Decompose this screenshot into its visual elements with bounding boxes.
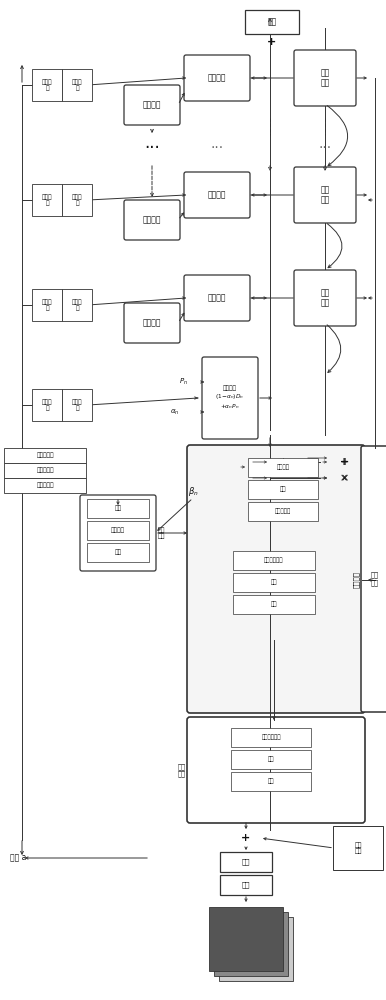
FancyBboxPatch shape: [294, 167, 356, 223]
FancyBboxPatch shape: [184, 172, 250, 218]
Text: 正弦
模块: 正弦 模块: [178, 763, 186, 777]
FancyBboxPatch shape: [62, 289, 92, 321]
Text: +: +: [241, 833, 251, 843]
FancyBboxPatch shape: [4, 478, 86, 492]
FancyBboxPatch shape: [231, 728, 311, 746]
Text: 感知模块: 感知模块: [143, 318, 161, 328]
Text: 输入: 输入: [242, 859, 250, 865]
Text: ···: ···: [210, 141, 223, 155]
FancyBboxPatch shape: [187, 445, 365, 713]
FancyBboxPatch shape: [32, 69, 62, 101]
FancyBboxPatch shape: [187, 717, 365, 823]
FancyBboxPatch shape: [219, 917, 293, 981]
FancyBboxPatch shape: [124, 85, 180, 125]
Text: 输入: 输入: [242, 882, 250, 888]
Text: 融合模块: 融合模块: [208, 190, 226, 200]
Text: 失真
模块: 失真 模块: [320, 288, 330, 308]
Text: 全连接层数: 全连接层数: [36, 482, 54, 488]
Text: ×: ×: [341, 473, 349, 483]
Text: ×: ×: [340, 473, 348, 483]
Text: 全连接
层: 全连接 层: [42, 194, 52, 206]
Text: 全连接层数: 全连接层数: [36, 452, 54, 458]
Text: 失真
模块: 失真 模块: [371, 572, 379, 586]
Text: 失真
模块: 失真 模块: [320, 68, 330, 88]
FancyBboxPatch shape: [233, 550, 315, 570]
Text: 卷积: 卷积: [115, 549, 122, 555]
Text: 全连接
层: 全连接 层: [42, 399, 52, 411]
FancyBboxPatch shape: [87, 498, 149, 518]
Text: 输入
处理: 输入 处理: [354, 842, 362, 854]
FancyBboxPatch shape: [294, 50, 356, 106]
Text: 正则: 正则: [268, 756, 274, 762]
Text: +: +: [340, 457, 348, 467]
Text: ···: ···: [318, 141, 332, 155]
Text: 感知模块: 感知模块: [111, 527, 125, 533]
Text: 损失: 损失: [267, 17, 277, 26]
Text: 感知模块: 感知模块: [276, 464, 290, 470]
FancyBboxPatch shape: [209, 907, 283, 971]
Text: 全连接
层: 全连接 层: [72, 79, 82, 91]
Text: 融合模块: 融合模块: [208, 294, 226, 302]
Text: ···: ···: [144, 139, 160, 157]
FancyBboxPatch shape: [214, 912, 288, 976]
FancyBboxPatch shape: [184, 55, 250, 101]
FancyBboxPatch shape: [248, 458, 318, 477]
Text: 感知模块: 感知模块: [143, 101, 161, 109]
FancyBboxPatch shape: [333, 826, 383, 870]
Text: 全连接层数: 全连接层数: [36, 467, 54, 473]
Text: 融合模块: 融合模块: [208, 74, 226, 83]
Text: 正则: 正则: [280, 486, 286, 492]
FancyBboxPatch shape: [231, 772, 311, 790]
FancyBboxPatch shape: [124, 200, 180, 240]
Text: $P_n$: $P_n$: [178, 377, 188, 387]
Text: 卷积: 卷积: [115, 505, 122, 511]
Text: 图像模块: 图像模块: [353, 570, 359, 587]
FancyBboxPatch shape: [124, 303, 180, 343]
FancyBboxPatch shape: [233, 594, 315, 613]
Text: 全连接
层: 全连接 层: [72, 299, 82, 311]
Text: 失真
模块: 失真 模块: [320, 185, 330, 205]
Text: 正则: 正则: [271, 579, 277, 585]
FancyBboxPatch shape: [248, 502, 318, 520]
Text: 归一化处理: 归一化处理: [275, 508, 291, 514]
Text: 融合模块
$(1\!-\!\alpha_n)D_n$
$+\alpha_nP_n$: 融合模块 $(1\!-\!\alpha_n)D_n$ $+\alpha_nP_n…: [215, 385, 245, 411]
FancyBboxPatch shape: [202, 357, 258, 439]
FancyBboxPatch shape: [62, 184, 92, 216]
FancyBboxPatch shape: [184, 275, 250, 321]
FancyBboxPatch shape: [32, 184, 62, 216]
FancyBboxPatch shape: [294, 270, 356, 326]
Text: 全连接
层: 全连接 层: [42, 299, 52, 311]
Text: 全连接
层: 全连接 层: [42, 79, 52, 91]
FancyBboxPatch shape: [4, 462, 86, 478]
FancyBboxPatch shape: [87, 520, 149, 540]
FancyBboxPatch shape: [233, 572, 315, 591]
FancyBboxPatch shape: [220, 875, 272, 895]
Text: $\alpha_n$: $\alpha_n$: [170, 407, 180, 417]
Text: 卷积归一化层: 卷积归一化层: [264, 557, 284, 563]
FancyBboxPatch shape: [361, 446, 386, 712]
Text: 全连接
层: 全连接 层: [72, 194, 82, 206]
Text: 全连接
层: 全连接 层: [72, 399, 82, 411]
FancyBboxPatch shape: [87, 542, 149, 562]
Text: 卷积: 卷积: [268, 778, 274, 784]
FancyBboxPatch shape: [245, 10, 299, 34]
FancyBboxPatch shape: [32, 289, 62, 321]
FancyBboxPatch shape: [248, 480, 318, 498]
FancyBboxPatch shape: [4, 448, 86, 462]
FancyBboxPatch shape: [62, 389, 92, 421]
Text: $\beta_n$: $\beta_n$: [188, 486, 198, 498]
FancyBboxPatch shape: [62, 69, 92, 101]
FancyBboxPatch shape: [231, 750, 311, 768]
Text: +: +: [341, 457, 349, 467]
FancyBboxPatch shape: [80, 495, 156, 571]
Text: 感知
模块: 感知 模块: [158, 527, 166, 539]
Text: 卷积: 卷积: [271, 601, 277, 607]
Text: +: +: [267, 37, 277, 47]
FancyBboxPatch shape: [220, 852, 272, 872]
Text: 感知模块: 感知模块: [143, 216, 161, 225]
Text: 卷积归一化层: 卷积归一化层: [261, 734, 281, 740]
Text: 输出 a: 输出 a: [10, 854, 26, 862]
FancyBboxPatch shape: [32, 389, 62, 421]
